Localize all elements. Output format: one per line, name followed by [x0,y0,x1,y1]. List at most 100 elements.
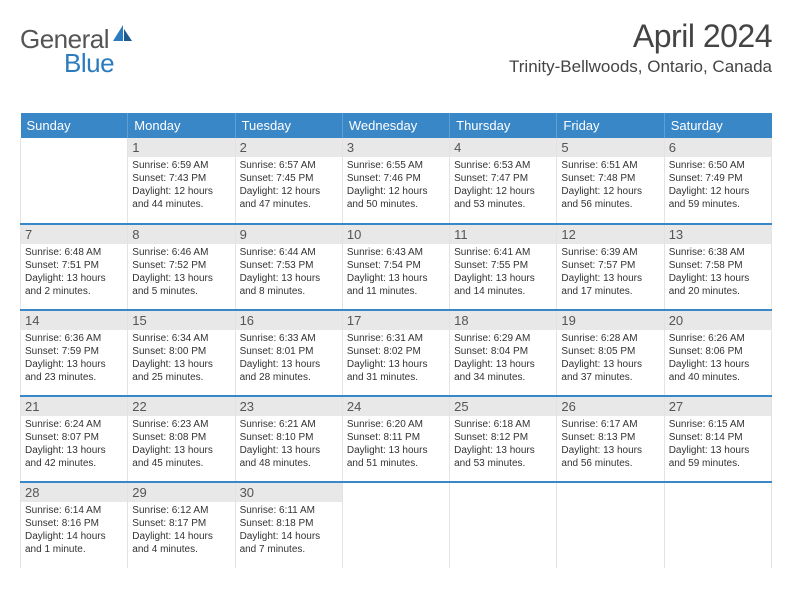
sunrise-text: Sunrise: 6:21 AM [240,418,338,431]
day-info: Sunrise: 6:59 AMSunset: 7:43 PMDaylight:… [132,159,230,211]
day-cell: 12Sunrise: 6:39 AMSunset: 7:57 PMDayligh… [557,224,664,310]
day-number: 11 [450,225,556,244]
sunrise-text: Sunrise: 6:41 AM [454,246,552,259]
sunrise-text: Sunrise: 6:24 AM [25,418,123,431]
day-info: Sunrise: 6:20 AMSunset: 8:11 PMDaylight:… [347,418,445,470]
daylight-text: Daylight: 12 hours [240,185,338,198]
day-cell: 20Sunrise: 6:26 AMSunset: 8:06 PMDayligh… [664,310,771,396]
daylight-text: and 28 minutes. [240,371,338,384]
sunrise-text: Sunrise: 6:43 AM [347,246,445,259]
day-cell: 30Sunrise: 6:11 AMSunset: 8:18 PMDayligh… [235,482,342,568]
day-info: Sunrise: 6:12 AMSunset: 8:17 PMDaylight:… [132,504,230,556]
day-number: 20 [665,311,771,330]
daylight-text: and 17 minutes. [561,285,659,298]
day-cell: 8Sunrise: 6:46 AMSunset: 7:52 PMDaylight… [128,224,235,310]
sunset-text: Sunset: 7:59 PM [25,345,123,358]
sunrise-text: Sunrise: 6:17 AM [561,418,659,431]
sunrise-text: Sunrise: 6:31 AM [347,332,445,345]
daylight-text: Daylight: 13 hours [561,272,659,285]
day-info: Sunrise: 6:14 AMSunset: 8:16 PMDaylight:… [25,504,123,556]
daylight-text: Daylight: 13 hours [454,358,552,371]
day-info: Sunrise: 6:38 AMSunset: 7:58 PMDaylight:… [669,246,767,298]
sunset-text: Sunset: 8:13 PM [561,431,659,444]
daylight-text: and 53 minutes. [454,457,552,470]
sunrise-text: Sunrise: 6:59 AM [132,159,230,172]
daylight-text: Daylight: 13 hours [454,444,552,457]
sunset-text: Sunset: 8:07 PM [25,431,123,444]
sunrise-text: Sunrise: 6:29 AM [454,332,552,345]
day-info: Sunrise: 6:18 AMSunset: 8:12 PMDaylight:… [454,418,552,470]
sunrise-text: Sunrise: 6:20 AM [347,418,445,431]
sunrise-text: Sunrise: 6:39 AM [561,246,659,259]
calendar-table: Sunday Monday Tuesday Wednesday Thursday… [20,113,772,568]
day-cell: 2Sunrise: 6:57 AMSunset: 7:45 PMDaylight… [235,138,342,224]
daylight-text: Daylight: 13 hours [240,444,338,457]
day-number: 10 [343,225,449,244]
daylight-text: Daylight: 13 hours [347,358,445,371]
day-info: Sunrise: 6:51 AMSunset: 7:48 PMDaylight:… [561,159,659,211]
day-header: Wednesday [342,113,449,138]
day-info: Sunrise: 6:23 AMSunset: 8:08 PMDaylight:… [132,418,230,470]
day-info: Sunrise: 6:31 AMSunset: 8:02 PMDaylight:… [347,332,445,384]
daylight-text: Daylight: 14 hours [25,530,123,543]
day-cell: 25Sunrise: 6:18 AMSunset: 8:12 PMDayligh… [450,396,557,482]
sunrise-text: Sunrise: 6:23 AM [132,418,230,431]
sunrise-text: Sunrise: 6:50 AM [669,159,767,172]
daylight-text: and 8 minutes. [240,285,338,298]
week-row: 1Sunrise: 6:59 AMSunset: 7:43 PMDaylight… [21,138,772,224]
daylight-text: and 11 minutes. [347,285,445,298]
day-number: 7 [21,225,127,244]
daylight-text: and 59 minutes. [669,457,767,470]
day-number: 13 [665,225,771,244]
sunset-text: Sunset: 8:00 PM [132,345,230,358]
sunset-text: Sunset: 7:43 PM [132,172,230,185]
daylight-text: Daylight: 13 hours [561,358,659,371]
sunrise-text: Sunrise: 6:44 AM [240,246,338,259]
day-header: Thursday [450,113,557,138]
sunrise-text: Sunrise: 6:11 AM [240,504,338,517]
sunrise-text: Sunrise: 6:38 AM [669,246,767,259]
day-cell: 27Sunrise: 6:15 AMSunset: 8:14 PMDayligh… [664,396,771,482]
day-number: 4 [450,138,556,157]
daylight-text: and 25 minutes. [132,371,230,384]
day-info: Sunrise: 6:21 AMSunset: 8:10 PMDaylight:… [240,418,338,470]
day-info: Sunrise: 6:53 AMSunset: 7:47 PMDaylight:… [454,159,552,211]
daylight-text: Daylight: 13 hours [132,444,230,457]
daylight-text: Daylight: 12 hours [132,185,230,198]
day-cell [664,482,771,568]
day-cell [342,482,449,568]
sunrise-text: Sunrise: 6:36 AM [25,332,123,345]
daylight-text: and 7 minutes. [240,543,338,556]
day-info: Sunrise: 6:17 AMSunset: 8:13 PMDaylight:… [561,418,659,470]
day-cell: 9Sunrise: 6:44 AMSunset: 7:53 PMDaylight… [235,224,342,310]
sunrise-text: Sunrise: 6:53 AM [454,159,552,172]
location-label: Trinity-Bellwoods, Ontario, Canada [509,57,772,77]
day-number: 8 [128,225,234,244]
day-header: Saturday [664,113,771,138]
daylight-text: Daylight: 13 hours [25,444,123,457]
daylight-text: and 2 minutes. [25,285,123,298]
sunrise-text: Sunrise: 6:18 AM [454,418,552,431]
daylight-text: Daylight: 13 hours [669,444,767,457]
day-info: Sunrise: 6:36 AMSunset: 7:59 PMDaylight:… [25,332,123,384]
sunset-text: Sunset: 8:17 PM [132,517,230,530]
day-info: Sunrise: 6:57 AMSunset: 7:45 PMDaylight:… [240,159,338,211]
sunset-text: Sunset: 8:08 PM [132,431,230,444]
sunset-text: Sunset: 7:46 PM [347,172,445,185]
daylight-text: and 31 minutes. [347,371,445,384]
day-cell: 19Sunrise: 6:28 AMSunset: 8:05 PMDayligh… [557,310,664,396]
day-number: 23 [236,397,342,416]
day-info: Sunrise: 6:33 AMSunset: 8:01 PMDaylight:… [240,332,338,384]
day-number: 16 [236,311,342,330]
day-cell: 18Sunrise: 6:29 AMSunset: 8:04 PMDayligh… [450,310,557,396]
logo-blue-row: Blue [20,48,114,79]
sunset-text: Sunset: 7:58 PM [669,259,767,272]
sunrise-text: Sunrise: 6:12 AM [132,504,230,517]
daylight-text: Daylight: 13 hours [25,272,123,285]
daylight-text: Daylight: 13 hours [669,358,767,371]
day-cell: 5Sunrise: 6:51 AMSunset: 7:48 PMDaylight… [557,138,664,224]
daylight-text: and 59 minutes. [669,198,767,211]
daylight-text: and 23 minutes. [25,371,123,384]
day-header: Friday [557,113,664,138]
day-header: Monday [128,113,235,138]
